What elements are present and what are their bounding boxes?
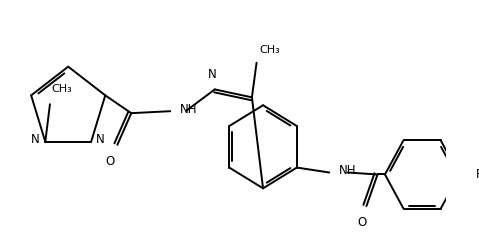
Text: O: O [105,155,114,168]
Text: NH: NH [180,103,197,116]
Text: CH₃: CH₃ [52,84,72,94]
Text: NH: NH [339,164,356,177]
Text: CH₃: CH₃ [259,45,280,55]
Text: N: N [207,68,217,81]
Text: N: N [96,133,104,146]
Text: N: N [31,133,40,146]
Text: O: O [357,216,366,229]
Text: F: F [476,168,479,181]
